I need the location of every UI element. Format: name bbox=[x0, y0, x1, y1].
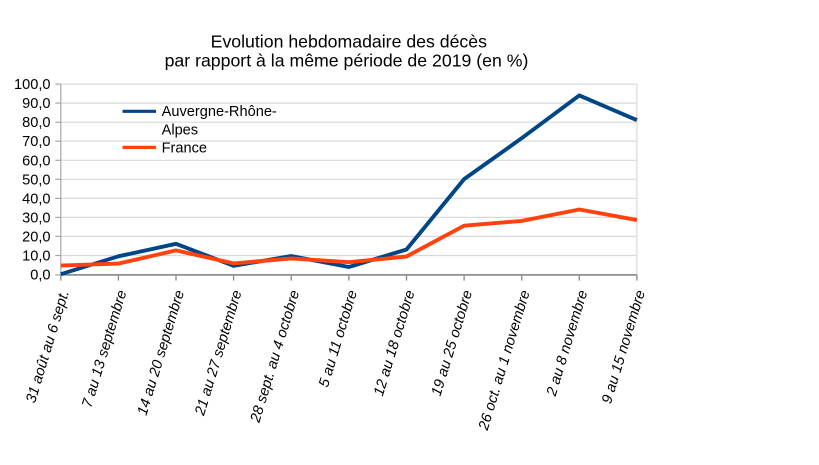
svg-text:50,0: 50,0 bbox=[22, 172, 50, 188]
svg-text:France: France bbox=[162, 141, 207, 157]
svg-text:100,0: 100,0 bbox=[14, 77, 51, 93]
svg-text:20,0: 20,0 bbox=[22, 229, 50, 245]
svg-text:par rapport à la même période: par rapport à la même période de 2019 (e… bbox=[165, 51, 529, 71]
svg-text:0,0: 0,0 bbox=[30, 268, 50, 284]
svg-text:90,0: 90,0 bbox=[22, 96, 50, 112]
svg-text:Auvergne-Rhône-: Auvergne-Rhône- bbox=[162, 104, 277, 120]
svg-text:Evolution hebdomadaire des déc: Evolution hebdomadaire des décès bbox=[211, 32, 487, 52]
svg-text:80,0: 80,0 bbox=[22, 115, 50, 131]
svg-text:Alpes: Alpes bbox=[162, 123, 199, 139]
svg-text:60,0: 60,0 bbox=[22, 153, 50, 169]
svg-text:30,0: 30,0 bbox=[22, 210, 50, 226]
svg-text:40,0: 40,0 bbox=[22, 191, 50, 207]
svg-text:10,0: 10,0 bbox=[22, 249, 50, 265]
svg-text:70,0: 70,0 bbox=[22, 134, 50, 150]
